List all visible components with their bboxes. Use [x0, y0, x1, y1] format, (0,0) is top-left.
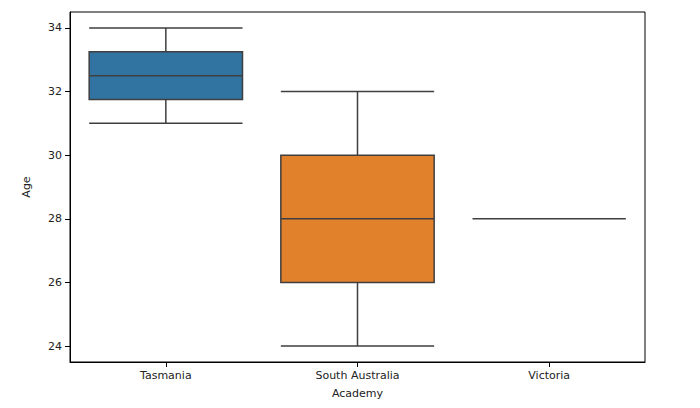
svg-text:Age: Age: [20, 176, 33, 198]
svg-text:Tasmania: Tasmania: [139, 369, 192, 382]
svg-text:24: 24: [48, 340, 62, 353]
svg-text:South Australia: South Australia: [315, 369, 399, 382]
svg-text:Academy: Academy: [332, 387, 384, 400]
svg-text:Victoria: Victoria: [528, 369, 570, 382]
svg-text:28: 28: [48, 212, 62, 225]
svg-text:34: 34: [48, 21, 62, 34]
svg-text:26: 26: [48, 276, 62, 289]
svg-text:30: 30: [48, 149, 62, 162]
svg-text:32: 32: [48, 85, 62, 98]
